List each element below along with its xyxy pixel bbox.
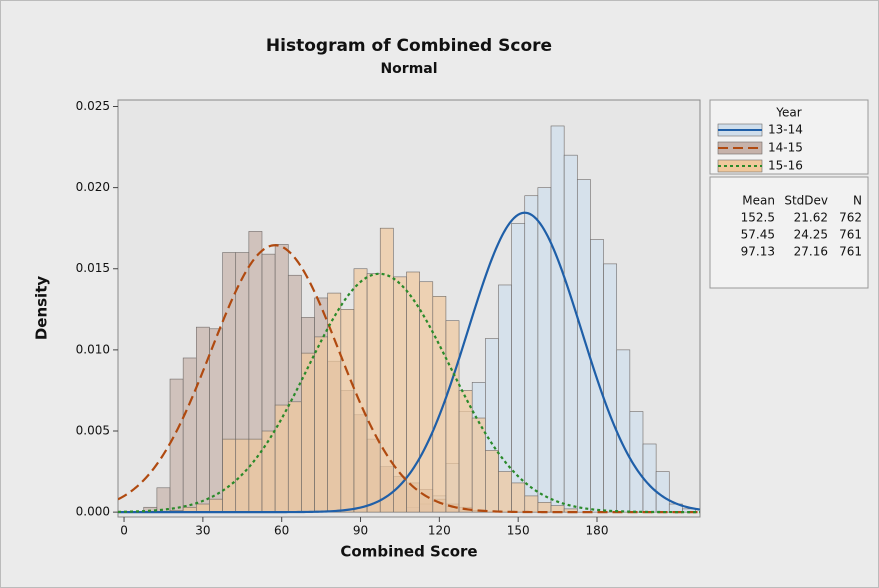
bar [550,125,565,513]
x-tick-label: 30 [195,524,210,538]
fit-curve [118,244,700,514]
legend-title: Year [775,106,801,120]
stat-header: Mean [742,194,775,208]
bar [511,223,526,513]
stat-n: 761 [839,245,862,259]
stat-mean: 152.5 [741,211,775,225]
stat-mean: 57.45 [741,228,775,242]
bar [209,498,223,513]
legend-label: 13-14 [768,123,803,137]
bar [353,268,368,513]
bar [340,309,355,513]
bar [261,430,276,513]
bar [537,502,552,513]
bar [248,438,263,513]
bar [642,443,657,513]
bar [379,227,394,513]
bar [576,179,591,513]
x-tick-label: 60 [274,524,289,538]
legend-label: 14-15 [768,141,803,155]
stat-stdev: 21.62 [794,211,828,225]
x-tick-label: 120 [428,524,451,538]
bar [524,495,539,513]
y-tick-label: 0.015 [76,261,110,275]
bar [458,390,473,513]
bar [471,417,486,513]
y-tick-label: 0.025 [76,99,110,113]
bar [366,273,381,513]
bar [563,154,578,513]
bar [498,471,512,513]
stat-header: N [853,194,862,208]
bar [511,482,526,513]
bar [274,404,289,513]
chart-subtitle: Normal [380,61,437,77]
bar [301,352,315,513]
bar [287,401,302,513]
legend-label: 15-16 [768,159,803,173]
bar [603,263,618,513]
bar [314,336,328,513]
bar [537,187,552,513]
stat-header: StdDev [784,194,828,208]
x-axis-label: Combined Score [340,543,477,561]
bar [485,450,499,513]
stat-n: 761 [839,228,862,242]
y-tick-label: 0.010 [76,342,110,356]
y-tick-label: 0.000 [76,505,110,519]
stats-box [709,176,869,289]
bar [616,349,631,513]
y-tick-label: 0.005 [76,424,110,438]
bar [196,503,210,513]
bars [118,125,700,514]
bar [196,326,210,513]
x-tick-label: 90 [353,524,368,538]
bar [524,195,539,513]
stat-n: 762 [839,211,862,225]
x-tick-label: 0 [120,524,128,538]
bar [169,378,184,513]
x-tick-label: 180 [586,524,609,538]
bar [209,328,223,513]
bar [419,281,434,513]
y-tick-label: 0.020 [76,180,110,194]
stat-stdev: 24.25 [794,228,828,242]
stat-mean: 97.13 [741,245,775,259]
x-tick-label: 150 [507,524,530,538]
y-axis-label: Density [33,276,51,341]
chart-title: Histogram of Combined Score [266,36,552,56]
bar [182,357,197,513]
bar [445,320,460,513]
stat-stdev: 27.16 [794,245,828,259]
bar [222,438,237,513]
fit-curve [118,211,700,514]
